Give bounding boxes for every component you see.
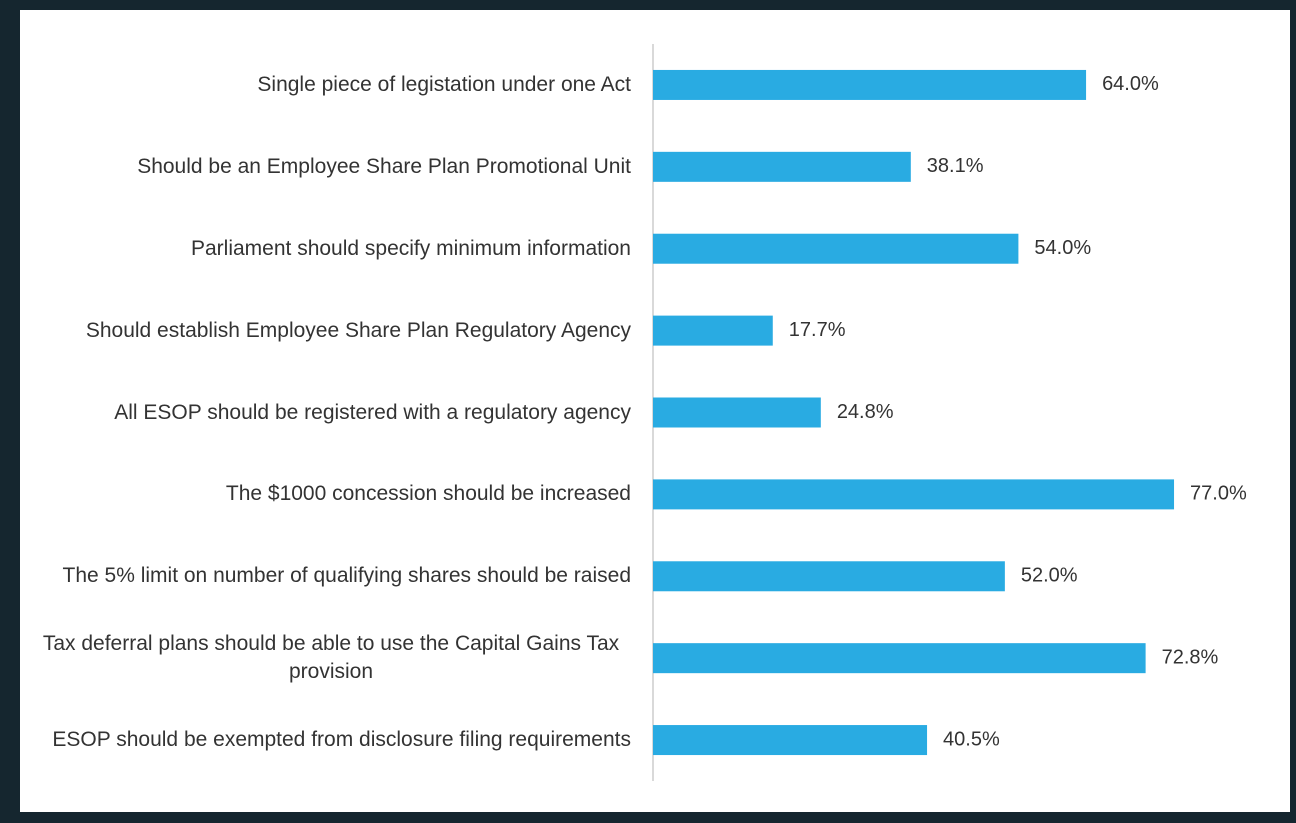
- bar: [653, 315, 773, 346]
- category-label: Tax deferral plans should be able to use…: [42, 632, 620, 684]
- category-label: ESOP should be exempted from disclosure …: [52, 728, 631, 752]
- bar: [653, 725, 928, 756]
- bar: [653, 151, 911, 182]
- value-label: 38.1%: [927, 155, 984, 177]
- value-label: 17.7%: [789, 319, 846, 341]
- bar: [653, 233, 1019, 264]
- bar: [653, 397, 821, 428]
- category-label-box: Should establish Employee Share Plan Reg…: [31, 291, 631, 371]
- category-label-box: Should be an Employee Share Plan Promoti…: [31, 127, 631, 207]
- category-label-box: Tax deferral plans should be able to use…: [31, 618, 631, 698]
- value-label: 24.8%: [837, 401, 894, 423]
- value-label: 40.5%: [943, 728, 1000, 750]
- chart: 64.0% 38.1% 54.0% 17.7% 24.8% 77.0% 52.0% 72.8%…: [652, 44, 1247, 781]
- bar: [653, 643, 1146, 674]
- category-label-box: Parliament should specify minimum inform…: [31, 209, 631, 289]
- chart-panel: 64.0% 38.1% 54.0% 17.7% 24.8% 77.0% 52.0% 72.8%…: [20, 10, 1290, 812]
- category-label: Should establish Employee Share Plan Reg…: [85, 318, 631, 342]
- value-label: 72.8%: [1162, 646, 1219, 668]
- category-label-box: The 5% limit on number of qualifying sha…: [31, 536, 631, 616]
- category-label: Parliament should specify minimum inform…: [190, 236, 631, 260]
- category-label: All ESOP should be registered with a reg…: [114, 400, 631, 424]
- value-label: 77.0%: [1190, 483, 1247, 505]
- value-label: 54.0%: [1034, 237, 1091, 259]
- bar: [653, 561, 1005, 592]
- category-label-box: ESOP should be exempted from disclosure …: [31, 700, 631, 780]
- category-label: The 5% limit on number of qualifying sha…: [62, 564, 631, 588]
- category-label: Should be an Employee Share Plan Promoti…: [137, 154, 631, 178]
- category-label-box: Single piece of legistation under one Ac…: [31, 45, 631, 125]
- category-label: The $1000 concession should be increased: [225, 482, 631, 506]
- category-label: Single piece of legistation under one Ac…: [257, 72, 631, 96]
- category-label-box: The $1000 concession should be increased: [31, 454, 631, 534]
- value-label: 52.0%: [1021, 565, 1078, 587]
- value-label: 64.0%: [1102, 73, 1159, 95]
- category-label-box: All ESOP should be registered with a reg…: [31, 373, 631, 453]
- bar: [653, 479, 1175, 510]
- bar: [653, 69, 1087, 100]
